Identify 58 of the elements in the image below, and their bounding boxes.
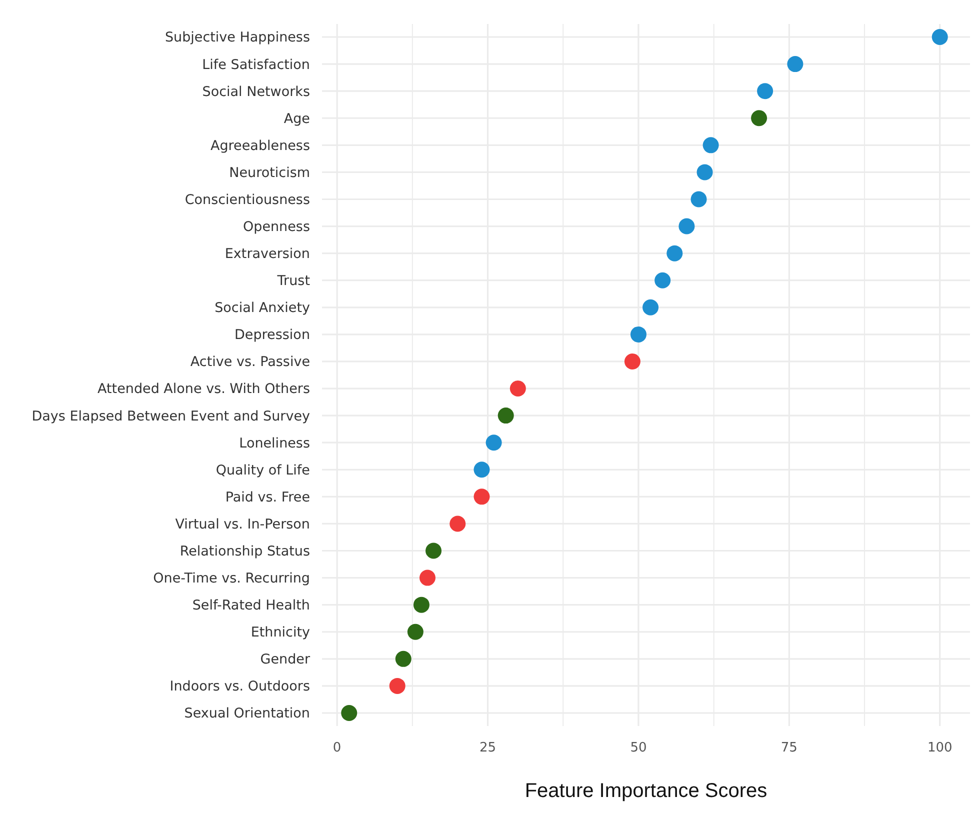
point <box>395 650 412 667</box>
y-tick-label: Neuroticism <box>229 164 310 181</box>
y-tick-label: Social Networks <box>202 84 310 100</box>
point <box>624 353 640 370</box>
y-tick-label: Conscientiousness <box>184 192 310 208</box>
point <box>341 705 358 721</box>
x-tick-label: 0 <box>332 740 342 756</box>
y-tick-label: Agreeableness <box>210 138 310 154</box>
point <box>787 56 804 72</box>
y-tick-label: Indoors vs. Outdoors <box>170 678 310 695</box>
point <box>630 326 646 342</box>
point <box>413 596 430 613</box>
x-tick-label: 75 <box>780 740 798 756</box>
y-tick-label: Life Satisfaction <box>202 56 310 73</box>
point <box>696 164 713 180</box>
y-tick-label: Loneliness <box>239 435 310 452</box>
x-tick-label: 100 <box>927 740 952 756</box>
point <box>498 408 514 424</box>
point <box>474 488 490 505</box>
y-tick-label: Relationship Status <box>180 543 310 560</box>
point <box>932 29 948 45</box>
y-tick-label: Paid vs. Free <box>225 489 310 506</box>
y-tick-label: Virtual vs. In-Person <box>175 516 310 532</box>
point <box>690 191 707 208</box>
x-tick-label: 50 <box>630 740 647 756</box>
y-tick-label: Age <box>284 110 310 127</box>
y-tick-label: Openness <box>243 219 310 236</box>
point <box>666 245 683 262</box>
point <box>426 542 442 559</box>
y-tick-label: Active vs. Passive <box>190 354 310 370</box>
y-tick-label: Subjective Happiness <box>164 30 310 46</box>
point <box>474 462 490 478</box>
point <box>751 110 768 126</box>
point <box>642 299 659 316</box>
point <box>450 516 466 532</box>
y-tick-label: One-Time vs. Recurring <box>153 570 310 587</box>
y-tick-label: Quality of Life <box>216 462 310 478</box>
y-tick-label: Trust <box>276 273 310 290</box>
point <box>407 624 424 640</box>
point <box>757 83 774 100</box>
y-tick-label: Self-Rated Health <box>192 598 310 614</box>
point <box>678 218 695 234</box>
point <box>510 380 526 397</box>
point <box>702 137 719 154</box>
point <box>419 570 436 586</box>
y-tick-label: Gender <box>260 652 310 668</box>
point <box>486 434 502 451</box>
point <box>654 272 671 288</box>
y-tick-label: Days Elapsed Between Event and Survey <box>32 408 310 424</box>
y-tick-label: Depression <box>234 327 310 344</box>
y-tick-label: Sexual Orientation <box>184 706 310 722</box>
y-tick-label: Social Anxiety <box>214 300 310 316</box>
y-tick-label: Extraversion <box>224 246 310 262</box>
x-axis-title: Feature Importance Scores <box>524 780 768 802</box>
point <box>389 678 406 694</box>
x-tick-label: 25 <box>479 740 496 756</box>
y-tick-label: Ethnicity <box>250 624 310 641</box>
y-tick-label: Attended Alone vs. With Others <box>98 381 310 398</box>
